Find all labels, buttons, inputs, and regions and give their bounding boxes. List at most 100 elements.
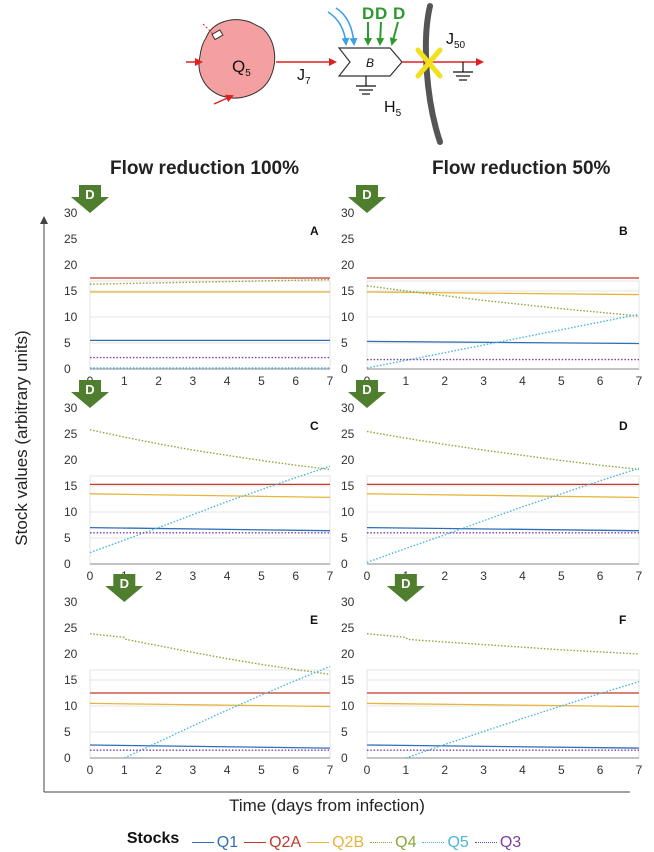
series-line-q4 (366, 430, 640, 471)
x-tick-label: 6 (292, 569, 299, 583)
inflow-arrow-icon (213, 94, 234, 105)
legend-item-q5: Q5 (422, 834, 469, 852)
y-tick-label: 5 (64, 725, 71, 739)
y-tick-label: 30 (64, 595, 78, 609)
legend-label: Q1 (216, 833, 239, 851)
x-tick-label: 1 (121, 374, 128, 388)
x-tick-label: 4 (224, 569, 231, 583)
y-tick-label: 10 (64, 699, 78, 713)
column-title-100: Flow reduction 100% (110, 158, 299, 179)
y-tick-label: 20 (64, 647, 78, 661)
y-tick-label: 20 (341, 647, 355, 661)
intervention-label: D (120, 576, 129, 591)
series-line-q4 (366, 633, 640, 655)
y-tick-label: 25 (64, 621, 78, 635)
legend: Stocks Q1 Q2A Q2B Q4 Q5 Q3 (0, 830, 654, 852)
series-line-q5 (366, 313, 640, 369)
series-line-q2b (89, 702, 331, 708)
legend-title: Stocks (126, 830, 180, 847)
y-tick-label: 20 (64, 258, 78, 272)
intervention-label: D (362, 187, 371, 202)
plot-frame (89, 280, 331, 370)
x-tick-label: 4 (224, 374, 231, 388)
x-tick-label: 5 (558, 763, 565, 777)
q5-label: Q5 (232, 57, 251, 79)
intervention-label: D (401, 576, 410, 591)
h5-label-sub: 5 (396, 108, 402, 119)
series-line-q2b (366, 291, 640, 296)
x-tick-label: 2 (155, 569, 162, 583)
j7-label-main: J (297, 67, 305, 84)
column-title-50: Flow reduction 50% (432, 158, 611, 179)
y-tick-label: 15 (64, 284, 78, 298)
y-tick-label: 25 (64, 232, 78, 246)
legend-swatch (370, 842, 393, 843)
x-tick-label: 2 (441, 374, 448, 388)
series-line-q1 (89, 526, 331, 532)
series-line-q4 (89, 278, 331, 285)
series-line-q5 (89, 465, 331, 554)
y-tick-label: 5 (341, 336, 348, 350)
y-tick-label: 0 (341, 751, 348, 765)
chart-panel-f: 0 5 10 15 20 25 30 0 1 2 3 4 5 6 7 F D (341, 574, 643, 777)
x-tick-label: 7 (636, 569, 643, 583)
d-letter: D (375, 4, 387, 23)
legend-swatch (307, 842, 330, 843)
x-tick-label: 7 (636, 763, 643, 777)
x-tick-label: 7 (636, 374, 643, 388)
x-tick-label: 0 (364, 569, 371, 583)
legend-label: Q4 (395, 833, 417, 851)
x-tick-label: 4 (224, 763, 231, 777)
legend-item-q4: Q4 (370, 834, 416, 852)
legend-swatch (244, 842, 267, 843)
legend-item-q3: Q3 (474, 834, 521, 852)
d-arrows: D D D (362, 4, 405, 46)
series-line-q1 (89, 744, 331, 749)
panel-letter: B (619, 224, 628, 238)
x-axis-label: Time (days from infection) (229, 796, 425, 815)
series-line-q2b (366, 493, 640, 499)
intervention-label: D (362, 382, 371, 397)
series-line-q5 (405, 680, 640, 759)
y-tick-label: 15 (64, 673, 78, 687)
panel-letter: C (310, 419, 319, 433)
intervention-arrow-icon (105, 574, 144, 602)
panel-letter: A (310, 224, 319, 238)
j7-label-sub: 7 (305, 76, 311, 87)
x-tick-label: 0 (87, 569, 94, 583)
plot-frame (89, 669, 331, 759)
x-tick-label: 6 (597, 763, 604, 777)
chart-panel-a: 05101520253001234567AD (64, 185, 334, 388)
x-tick-label: 3 (190, 374, 197, 388)
x-tick-label: 6 (597, 374, 604, 388)
x-tick-label: 7 (327, 763, 334, 777)
intervention-label: D (85, 187, 94, 202)
series-line-q4 (366, 285, 640, 317)
intervention-label: D (85, 382, 94, 397)
chart-panel-c: 05101520253001234567CD (64, 380, 334, 583)
legend-item-q1: Q1 (191, 833, 239, 852)
y-tick-label: 15 (341, 479, 355, 493)
intervention-arrow-icon (348, 380, 386, 408)
y-tick-label: 0 (341, 557, 348, 571)
x-tick-label: 0 (364, 763, 371, 777)
series-line-q2b (366, 702, 640, 708)
y-tick-label: 0 (64, 557, 71, 571)
j50-label: J50 (446, 31, 466, 51)
x-tick-label: 2 (155, 374, 162, 388)
ground-icon (356, 76, 376, 95)
intervention-arrow-icon (71, 380, 109, 408)
series-line-q1 (366, 340, 640, 345)
x-tick-label: 2 (155, 763, 162, 777)
plot-frame (366, 669, 640, 759)
panel-letter: E (310, 613, 318, 627)
x-tick-label: 1 (403, 374, 410, 388)
x-tick-label: 1 (121, 763, 128, 777)
series-line-q1 (366, 526, 640, 532)
ground-icon (453, 62, 473, 81)
y-tick-label: 20 (341, 258, 355, 272)
legend-item-q2b: Q2B (307, 834, 364, 852)
legend-label: Q2B (332, 833, 365, 851)
j50-label-main: J (446, 31, 454, 48)
blue-arrow-icon (335, 7, 358, 46)
